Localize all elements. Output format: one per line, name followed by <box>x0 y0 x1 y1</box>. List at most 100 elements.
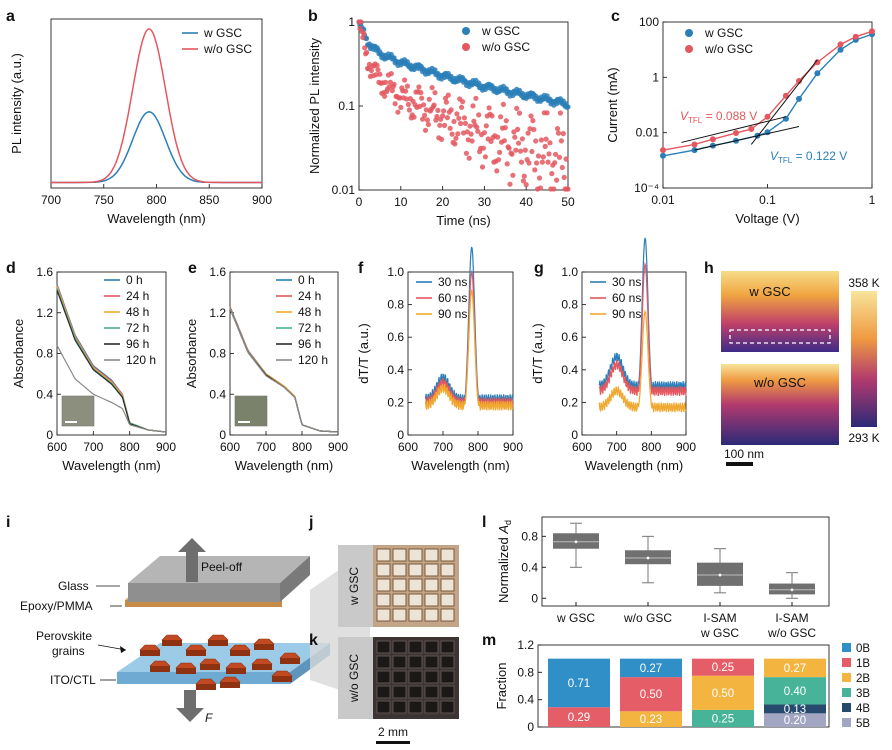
iv-point <box>709 136 716 143</box>
y-tick-label: 0.8 <box>387 298 404 312</box>
data-point <box>429 85 435 91</box>
x-tick-label: 10 <box>394 195 408 209</box>
legend-label: 4B <box>856 703 870 715</box>
panel-letter-k: k <box>309 632 318 649</box>
j-side-tab <box>338 545 373 627</box>
data-point <box>455 131 461 137</box>
grid-cell <box>440 608 455 622</box>
data-point <box>488 138 494 144</box>
grid-cell <box>424 640 439 654</box>
y-tick-label: 0.4 <box>521 560 538 574</box>
data-point <box>441 122 448 128</box>
dt-curve-1 <box>598 261 687 397</box>
grid-cell <box>376 548 391 562</box>
iv-point <box>782 92 789 99</box>
x-tick-label: 600 <box>572 440 592 454</box>
panel-h: w GSC w/o GSC 358 K 293 K 100 nm <box>721 271 880 466</box>
vtfl-annotation-blue: VTFL = 0.122 V <box>770 149 847 165</box>
grain-side <box>220 682 240 688</box>
data-point <box>559 164 565 171</box>
data-point <box>558 138 565 144</box>
grid-cell <box>408 670 423 684</box>
panel-f: 600 700 800 900 0 0.2 0.4 0.6 0.8 1.0 Wavelength (… <box>356 246 523 473</box>
data-point <box>382 93 388 99</box>
data-point <box>447 125 453 131</box>
plot-frame <box>541 516 830 607</box>
data-point <box>426 96 432 102</box>
grid-cell <box>392 670 407 684</box>
grid-cell <box>408 608 423 622</box>
grid-cell <box>440 578 455 592</box>
data-point <box>531 126 537 133</box>
x-tick-label: 20 <box>436 195 450 209</box>
grain-side <box>226 668 246 674</box>
epoxy-label: Epoxy/PMMA <box>20 599 93 613</box>
data-point <box>461 115 467 121</box>
y-tick-label: 0.01 <box>332 183 356 197</box>
panel-d: 600 700 800 900 0 0.4 0.8 1.2 1.6 Wavelength (nm)… <box>11 265 176 473</box>
legend-swatch-0B <box>842 643 851 652</box>
glass-side <box>280 556 310 602</box>
data-point <box>534 160 540 166</box>
data-point <box>482 154 488 160</box>
grid-cell <box>424 608 439 622</box>
iv-point <box>691 141 698 148</box>
iv-point <box>869 28 875 35</box>
segment-label: 0.50 <box>640 689 662 701</box>
bar-segment-2B <box>764 658 826 678</box>
legend-label: 96 h <box>126 337 149 351</box>
legend-label: 72 h <box>298 321 321 335</box>
data-point <box>398 104 404 110</box>
x-axis-label: Wavelength (nm) <box>62 458 161 473</box>
bar-segment-5B <box>764 713 826 727</box>
data-point <box>507 181 513 187</box>
y-tick-label: 0.4 <box>209 387 226 401</box>
data-point <box>462 120 468 126</box>
grid-cell <box>392 640 407 654</box>
data-point <box>466 155 472 161</box>
data-point <box>520 178 527 184</box>
x-tick-label: 800 <box>146 193 166 207</box>
data-point <box>467 123 473 129</box>
data-point <box>358 19 364 25</box>
y-tick-label: 0 <box>219 428 226 442</box>
y-tick-label: 10⁻⁴ <box>634 181 659 195</box>
legend-label: 60 ns <box>438 291 467 305</box>
data-point <box>443 99 449 105</box>
data-point <box>514 105 520 111</box>
jk-scale-bar <box>376 741 410 744</box>
data-point <box>483 123 489 129</box>
legend-marker <box>685 45 693 53</box>
legend-marker <box>685 29 693 37</box>
legend-label: 5B <box>856 718 870 730</box>
grid-cell <box>376 685 391 699</box>
y-axis-label: dT/T (a.u.) <box>530 323 545 383</box>
k-side-label: w/o GSC <box>347 654 361 703</box>
x-tick-label: 700 <box>41 193 61 207</box>
data-point <box>476 112 482 118</box>
x-tick-label: 800 <box>468 440 488 454</box>
data-point <box>500 101 506 107</box>
mean-marker <box>646 556 650 560</box>
y-tick-label: 0.8 <box>517 665 534 679</box>
mean-marker <box>574 540 578 544</box>
data-point <box>533 138 539 144</box>
legend-label: 0B <box>856 643 870 655</box>
grid-cell <box>392 593 407 607</box>
data-point <box>552 160 558 166</box>
y-tick-label: 1.6 <box>36 265 53 279</box>
legend-marker <box>462 27 470 35</box>
data-point <box>525 130 531 136</box>
segment-label: 0.29 <box>568 712 590 724</box>
data-point <box>518 159 525 165</box>
dt-curve-2 <box>598 309 687 413</box>
colorbar-max-label: 358 K <box>848 276 879 290</box>
data-point <box>536 175 543 181</box>
data-point <box>516 110 523 116</box>
segment-label: 0.50 <box>712 688 734 700</box>
legend-label: w GSC <box>481 24 520 38</box>
data-point <box>403 88 409 94</box>
data-point <box>501 138 507 144</box>
data-point <box>517 148 524 154</box>
grain-side <box>162 640 182 646</box>
